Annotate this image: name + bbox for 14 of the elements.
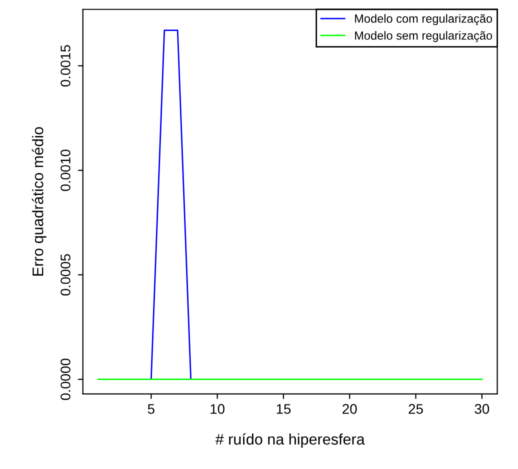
legend-label: Modelo sem regularização — [355, 31, 492, 42]
x-tick-label: 5 — [148, 404, 154, 414]
y-tick-label: 0.0015 — [60, 45, 70, 87]
y-tick-label: 0.0005 — [60, 254, 70, 296]
x-tick-label: 20 — [342, 404, 357, 414]
x-tick-label: 25 — [408, 404, 423, 414]
x-tick-label: 10 — [210, 404, 224, 414]
x-tick-label: 15 — [276, 404, 291, 414]
y-axis-title: Erro quadrático médio — [32, 127, 46, 276]
legend-label: Modelo com regularização — [355, 14, 492, 26]
x-tick-label: 30 — [474, 404, 490, 414]
x-axis-title: # ruído na hiperesfera — [215, 433, 365, 448]
y-tick-label: 0.0010 — [60, 150, 70, 192]
y-tick-label: 0.0000 — [60, 358, 70, 400]
